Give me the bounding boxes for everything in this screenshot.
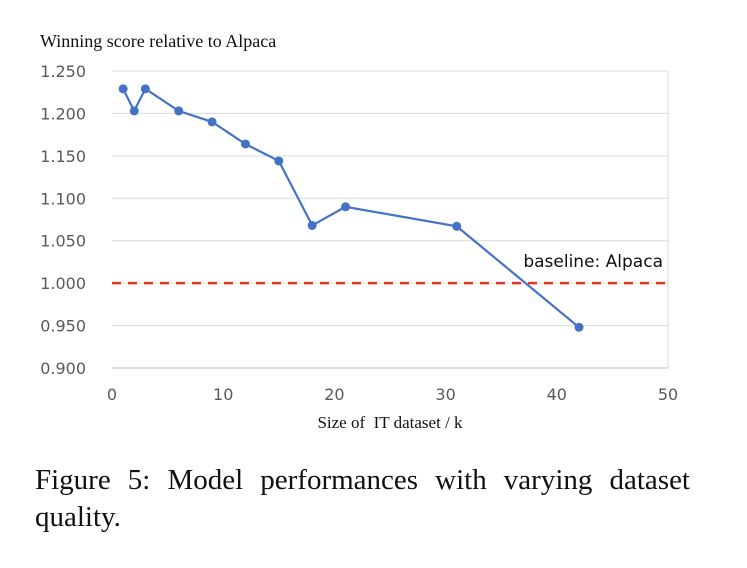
data-point (307, 220, 317, 230)
x-tick-label: 20 (324, 385, 344, 404)
data-point (240, 139, 250, 149)
y-tick-label: 1.150 (40, 147, 86, 166)
x-tick-label: 30 (435, 385, 455, 404)
x-axis-label: Size of IT dataset / k (317, 413, 463, 432)
x-tick-label: 40 (547, 385, 567, 404)
y-tick-label: 1.100 (40, 189, 86, 208)
line-chart: Winning score relative to Alpaca 0.900 0.… (40, 31, 678, 432)
y-tick-label: 0.900 (40, 359, 86, 378)
figure-caption: Figure 5: Model performances with varyin… (35, 464, 690, 533)
y-tick-label: 1.050 (40, 232, 86, 251)
x-tick-label: 10 (213, 385, 233, 404)
data-point (574, 322, 584, 332)
data-point (452, 221, 462, 231)
chart-title: Winning score relative to Alpaca (40, 31, 276, 51)
series-line (122, 87, 580, 329)
x-tick-label: 50 (658, 385, 678, 404)
chart: Winning score relative to Alpaca 0.900 0.… (40, 31, 678, 432)
x-tick-label: 0 (107, 385, 117, 404)
y-tick-label: 1.000 (40, 274, 86, 293)
data-point (140, 84, 150, 94)
data-point (207, 117, 217, 127)
data-point (174, 106, 184, 116)
data-point (274, 156, 284, 166)
baseline-label: baseline: Alpaca (523, 252, 663, 272)
y-tick-label: 1.200 (40, 104, 86, 123)
data-point (129, 106, 139, 116)
y-tick-label: 0.950 (40, 317, 86, 336)
data-point (118, 84, 128, 94)
y-tick-label: 1.250 (40, 62, 86, 81)
data-point (341, 202, 351, 212)
